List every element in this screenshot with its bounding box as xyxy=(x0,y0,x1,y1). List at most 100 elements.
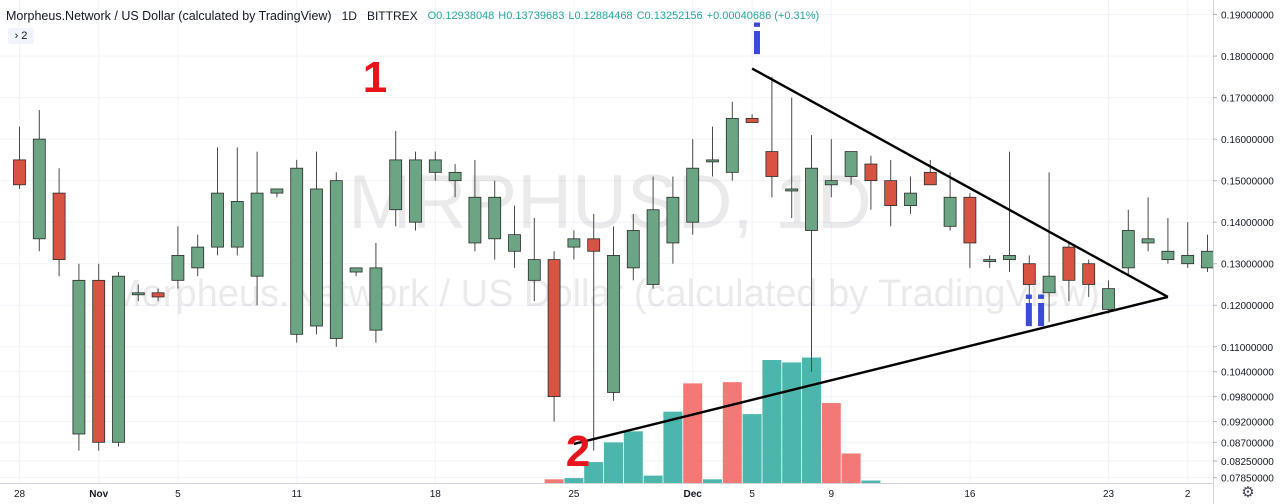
volume-bar-6 xyxy=(663,411,683,483)
candle-body-22 xyxy=(448,171,462,182)
candle-body-9 xyxy=(191,246,205,269)
volume-bar-16 xyxy=(861,480,881,483)
time-tick-label-1: Nov xyxy=(89,489,108,500)
candle-body-43 xyxy=(864,163,878,182)
candle-body-14 xyxy=(290,167,304,335)
candle-body-15 xyxy=(310,188,323,327)
candle-body-40 xyxy=(805,167,818,231)
candle-body-26 xyxy=(527,259,541,281)
candle-body-8 xyxy=(171,255,185,281)
volume-bar-10 xyxy=(742,414,762,483)
low-value: L0.12884468 xyxy=(568,10,633,22)
price-tick-label-3: 0.16000000 xyxy=(1221,135,1274,146)
candle-body-11 xyxy=(230,201,244,248)
wave-label-2: 2 xyxy=(566,427,590,476)
candle-body-31 xyxy=(626,230,640,269)
candle-body-30 xyxy=(607,255,620,393)
candle-body-59 xyxy=(1181,255,1195,265)
candle-body-25 xyxy=(508,234,521,252)
candle-body-46 xyxy=(923,171,937,186)
candle-body-20 xyxy=(409,159,422,223)
wave-label-1: 1 xyxy=(363,53,387,102)
price-tick-label-0: 0.19000000 xyxy=(1221,11,1274,22)
time-tick-label-9: 16 xyxy=(964,489,976,500)
candle-body-3 xyxy=(72,279,86,435)
volume-bar-13 xyxy=(802,357,821,483)
time-tick-label-0: 28 xyxy=(14,489,26,500)
high-value: H0.13739683 xyxy=(498,10,565,22)
candle-body-13 xyxy=(270,188,284,194)
price-tick-label-8: 0.11000000 xyxy=(1221,343,1274,354)
volume-bar-8 xyxy=(703,479,722,483)
watermark-symbol: MRPHUSD, 1D xyxy=(348,160,872,245)
candle-body-16 xyxy=(329,180,343,339)
price-tick-label-11: 0.09200000 xyxy=(1221,418,1274,429)
symbol-title: Morpheus.Network / US Dollar (calculated… xyxy=(6,9,332,23)
price-tick-label-12: 0.08700000 xyxy=(1221,438,1274,449)
candle-body-2 xyxy=(52,192,66,260)
candle-body-39 xyxy=(785,188,799,192)
candle-body-53 xyxy=(1062,246,1076,281)
candle-body-34 xyxy=(686,167,700,223)
candle-body-36 xyxy=(725,117,739,173)
price-axis[interactable]: 0.19000000 0.18000000 0.17000000 0.16000000… xyxy=(1213,0,1280,504)
time-tick-label-11: 2 xyxy=(1185,489,1191,500)
chevron-right-icon: › xyxy=(14,30,19,42)
candle-body-57 xyxy=(1141,238,1155,244)
candle-body-5 xyxy=(112,275,125,443)
candle-body-54 xyxy=(1082,263,1096,285)
candle-body-42 xyxy=(844,151,858,177)
time-axis-bg xyxy=(0,483,1213,504)
time-tick-label-2: 5 xyxy=(175,489,181,500)
candle-body-48 xyxy=(963,196,977,244)
volume-bar-14 xyxy=(821,403,841,483)
candle-body-10 xyxy=(211,192,224,248)
candle-body-52 xyxy=(1042,275,1056,294)
volume-bar-3 xyxy=(604,442,623,483)
candlesticks xyxy=(13,76,1214,451)
time-tick-label-5: 25 xyxy=(568,489,580,500)
indicator-count: 2 xyxy=(21,30,28,42)
candle-body-47 xyxy=(943,196,957,227)
candle-body-60 xyxy=(1201,250,1214,269)
time-tick-label-3: 11 xyxy=(292,489,303,500)
volume-bar-5 xyxy=(643,475,663,483)
candle-body-7 xyxy=(151,292,165,298)
candle-body-35 xyxy=(706,159,719,163)
watermark-name: Morpheus.Network / US Dollar (calculated… xyxy=(110,273,1100,315)
time-tick-label-10: 23 xyxy=(1103,489,1115,500)
price-tick-label-6: 0.13000000 xyxy=(1221,260,1274,271)
candle-body-18 xyxy=(369,267,383,331)
volume-bar-15 xyxy=(841,453,861,483)
price-axis-bg xyxy=(1213,0,1280,504)
candle-body-21 xyxy=(428,159,442,173)
price-tick-label-4: 0.15000000 xyxy=(1221,177,1274,188)
candle-body-32 xyxy=(646,209,660,285)
candle-body-49 xyxy=(983,259,997,262)
ohlc-values: O0.12938048 H0.13739683 L0.12884468 C0.1… xyxy=(428,10,820,22)
volume-bar-0 xyxy=(544,479,564,483)
gear-icon[interactable]: ⚙ xyxy=(1241,484,1255,501)
candle-body-56 xyxy=(1121,230,1135,269)
price-tick-label-5: 0.14000000 xyxy=(1221,218,1274,229)
trendline-1 xyxy=(573,295,1169,446)
time-tick-label-4: 18 xyxy=(430,489,442,500)
price-tick-label-9: 0.10400000 xyxy=(1221,368,1274,379)
indicators-toggle-button[interactable]: › 2 xyxy=(8,28,34,44)
price-tick-label-13: 0.08250000 xyxy=(1221,457,1274,468)
close-value: C0.13252156 xyxy=(636,10,703,22)
change-value: +0.00040686 (+0.31%) xyxy=(706,10,820,22)
candle-body-44 xyxy=(884,180,898,206)
candle-body-45 xyxy=(904,192,917,206)
open-value: O0.12938048 xyxy=(427,10,495,22)
wave-label-i: i xyxy=(751,15,763,64)
candle-body-38 xyxy=(765,151,779,177)
trendlines[interactable] xyxy=(573,67,1169,446)
candle-body-12 xyxy=(250,192,264,277)
volume-bar-2 xyxy=(584,462,604,483)
time-axis[interactable]: 28 Nov 5 11 18 25 Dec 5 9 16 23 2 xyxy=(0,483,1213,504)
candle-body-51 xyxy=(1022,263,1036,285)
candle-body-24 xyxy=(488,196,502,240)
price-tick-label-10: 0.09800000 xyxy=(1221,393,1274,404)
